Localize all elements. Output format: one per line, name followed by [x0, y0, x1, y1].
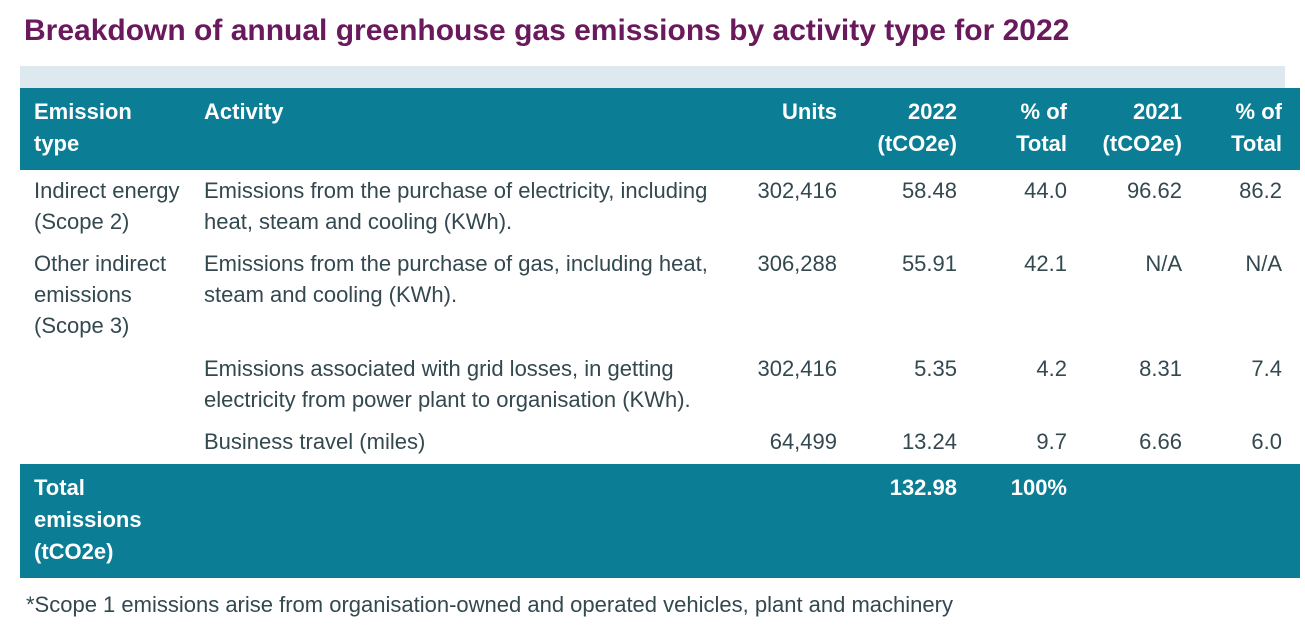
table-row: Emissions associated with grid losses, i…	[20, 348, 1300, 422]
col-pct2022: % of Total	[975, 88, 1085, 170]
total-2022: 132.98	[855, 464, 975, 578]
cell-pct2021: 6.0	[1200, 421, 1300, 464]
cell-emission-type: Indirect energy (Scope 2)	[20, 170, 190, 244]
cell-pct2021: N/A	[1200, 243, 1300, 347]
cell-2021: N/A	[1085, 243, 1200, 347]
cell-units: 302,416	[730, 170, 855, 244]
cell-activity: Business travel (miles)	[190, 421, 730, 464]
cell-2022: 5.35	[855, 348, 975, 422]
cell-2021: 6.66	[1085, 421, 1200, 464]
total-empty	[1085, 464, 1200, 578]
col-emission-type: Emission type	[20, 88, 190, 170]
col-units: Units	[730, 88, 855, 170]
total-label: Total emissions (tCO2e)	[20, 464, 190, 578]
col-2022: 2022 (tCO2e)	[855, 88, 975, 170]
cell-2021: 96.62	[1085, 170, 1200, 244]
table-body: Indirect energy (Scope 2) Emissions from…	[20, 170, 1300, 464]
section-title: Breakdown of annual greenhouse gas emiss…	[24, 14, 1285, 48]
table-header: Emission type Activity Units 2022 (tCO2e…	[20, 88, 1300, 170]
cell-pct2022: 42.1	[975, 243, 1085, 347]
table-row: Other indirect emissions (Scope 3) Emiss…	[20, 243, 1300, 347]
emissions-table: Emission type Activity Units 2022 (tCO2e…	[20, 88, 1300, 578]
cell-pct2021: 86.2	[1200, 170, 1300, 244]
cell-pct2021: 7.4	[1200, 348, 1300, 422]
cell-units: 306,288	[730, 243, 855, 347]
col-activity: Activity	[190, 88, 730, 170]
table-row: Indirect energy (Scope 2) Emissions from…	[20, 170, 1300, 244]
cell-activity: Emissions associated with grid losses, i…	[190, 348, 730, 422]
total-empty	[1200, 464, 1300, 578]
cell-emission-type: Other indirect emissions (Scope 3)	[20, 243, 190, 347]
footnote: *Scope 1 emissions arise from organisati…	[20, 578, 1285, 624]
total-empty	[730, 464, 855, 578]
cell-activity: Emissions from the purchase of electrici…	[190, 170, 730, 244]
cell-units: 64,499	[730, 421, 855, 464]
cell-2022: 13.24	[855, 421, 975, 464]
cell-2022: 58.48	[855, 170, 975, 244]
table-row: Business travel (miles) 64,499 13.24 9.7…	[20, 421, 1300, 464]
cell-emission-type	[20, 348, 190, 422]
col-2021: 2021 (tCO2e)	[1085, 88, 1200, 170]
cell-2022: 55.91	[855, 243, 975, 347]
table-panel: Emission type Activity Units 2022 (tCO2e…	[20, 66, 1285, 578]
document-section: Breakdown of annual greenhouse gas emiss…	[0, 0, 1305, 644]
cell-units: 302,416	[730, 348, 855, 422]
total-pct2022: 100%	[975, 464, 1085, 578]
cell-pct2022: 4.2	[975, 348, 1085, 422]
col-pct2021: % of Total	[1200, 88, 1300, 170]
cell-pct2022: 44.0	[975, 170, 1085, 244]
cell-pct2022: 9.7	[975, 421, 1085, 464]
cell-2021: 8.31	[1085, 348, 1200, 422]
table-footer: Total emissions (tCO2e) 132.98 100%	[20, 464, 1300, 578]
cell-activity: Emissions from the purchase of gas, incl…	[190, 243, 730, 347]
cell-emission-type	[20, 421, 190, 464]
total-empty	[190, 464, 730, 578]
